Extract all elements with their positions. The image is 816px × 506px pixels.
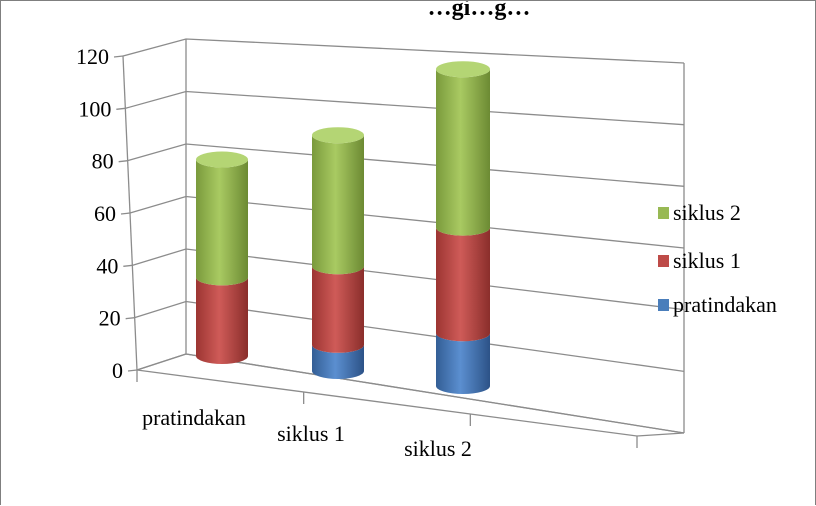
axis-edge (136, 353, 187, 371)
y-tick-mark (125, 317, 135, 320)
y-tick-label: 60 (94, 201, 116, 226)
bar-siklus-1-siklus-2 (312, 135, 364, 275)
y-tick-label: 100 (78, 96, 111, 121)
legend-label-siklus-2: siklus 2 (673, 200, 741, 225)
y-tick-mark (123, 264, 133, 267)
axis-edge (122, 55, 138, 371)
axis-edge (136, 369, 638, 437)
y-tick-mark (118, 160, 128, 163)
bar-siklus-1-siklus-1 (312, 266, 364, 353)
x-tick-label-siklus-2: siklus 2 (404, 436, 472, 461)
bar-stack-siklus-2 (436, 61, 490, 394)
bar-siklus-2-siklus-2 (436, 69, 490, 236)
bar-siklus-1-pratindakan (312, 344, 364, 379)
axes: 0 20 40 60 80 100 120 pratindakan siklus 1 siklus… (76, 39, 685, 461)
legend-swatch-siklus-1 (658, 255, 669, 267)
gridline (122, 38, 685, 64)
legend-swatch-pratindakan (658, 299, 669, 311)
legend: siklus 2 siklus 1 pratindakan (658, 200, 777, 317)
bar-top-pratindakan (196, 151, 248, 168)
chart-title: …gi…g… (428, 1, 531, 21)
bar-pratindakan-siklus-2 (196, 159, 248, 286)
bar-siklus-2-pratindakan (436, 333, 490, 394)
y-tick-label: 120 (76, 44, 109, 69)
y-tick-label: 80 (92, 149, 114, 174)
bars (196, 61, 490, 394)
bar-siklus-2-siklus-1 (436, 227, 490, 342)
y-tick-mark (116, 107, 126, 110)
legend-swatch-siklus-2 (658, 207, 669, 219)
y-tick-label: 20 (99, 306, 121, 331)
y-tick-mark (120, 212, 131, 215)
bar-top-siklus-2 (436, 61, 490, 78)
x-tick-label-pratindakan: pratindakan (142, 405, 246, 430)
bar-pratindakan-siklus-1 (196, 277, 248, 364)
bar-stack-siklus-1 (312, 127, 364, 379)
y-tick-mark (113, 55, 124, 58)
bar-stack-pratindakan (196, 151, 248, 364)
legend-label-pratindakan: pratindakan (673, 292, 777, 317)
y-tick-label: 40 (96, 253, 118, 278)
y-tick-label: 0 (112, 358, 123, 383)
legend-label-siklus-1: siklus 1 (673, 248, 741, 273)
x-tick-label-siklus-1: siklus 1 (277, 421, 345, 446)
bar-top-siklus-1 (312, 127, 364, 144)
axis-edge (636, 432, 685, 437)
y-tick-mark (127, 369, 138, 372)
gridline (125, 90, 685, 126)
axis-edge (185, 353, 685, 434)
